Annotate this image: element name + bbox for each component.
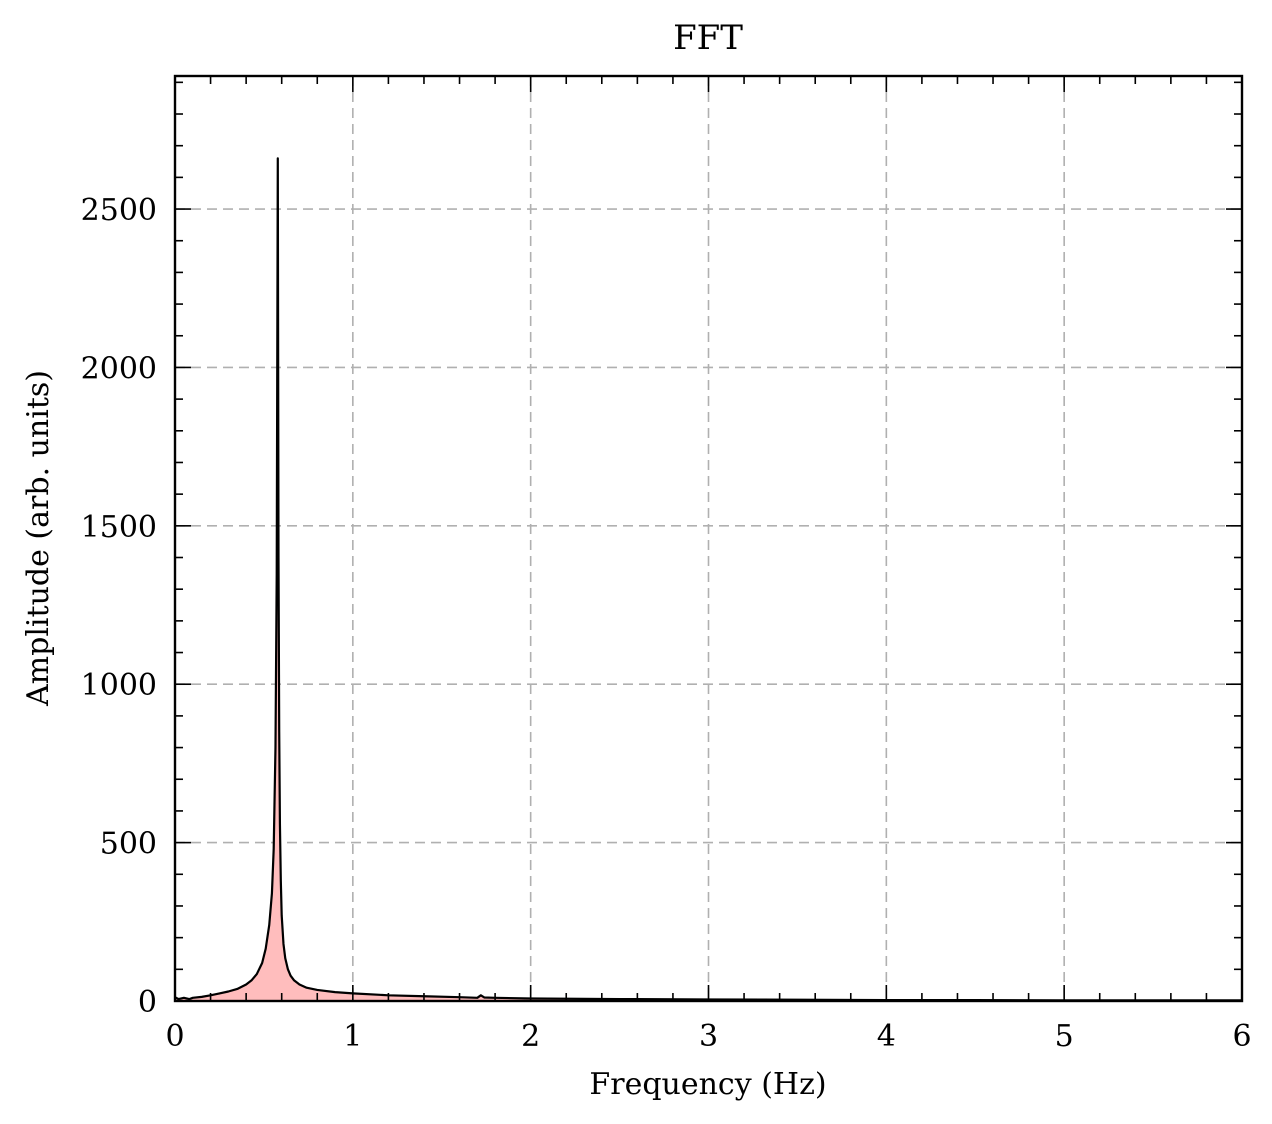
x-axis-label: Frequency (Hz) bbox=[589, 1067, 826, 1102]
y-tick-label: 1000 bbox=[81, 668, 157, 703]
x-tick-label: 1 bbox=[343, 1019, 362, 1054]
x-tick-label: 0 bbox=[165, 1019, 184, 1054]
y-axis-label: Amplitude (arb. units) bbox=[21, 370, 56, 707]
y-tick-label: 500 bbox=[100, 827, 157, 862]
series-layer bbox=[174, 157, 1242, 1002]
chart-title: FFT bbox=[673, 18, 743, 58]
x-tick-label: 6 bbox=[1232, 1019, 1251, 1054]
plot-frame bbox=[173, 74, 1244, 1003]
y-tick-label: 2500 bbox=[81, 193, 157, 228]
x-tick-label: 3 bbox=[699, 1019, 718, 1054]
y-tick-label: 2000 bbox=[81, 351, 157, 386]
grid-lines bbox=[175, 76, 1242, 1001]
y-tick-label: 0 bbox=[138, 985, 157, 1020]
x-tick-label: 4 bbox=[877, 1019, 896, 1054]
x-tick-label: 5 bbox=[1055, 1019, 1074, 1054]
y-tick-label: 1500 bbox=[81, 510, 157, 545]
x-tick-label: 2 bbox=[521, 1019, 540, 1054]
tick-labels: 0 1 2 3 4 5 6 0 500 1000 1500 2000 2500 bbox=[81, 193, 1252, 1054]
spectrum-line bbox=[174, 157, 1242, 1002]
